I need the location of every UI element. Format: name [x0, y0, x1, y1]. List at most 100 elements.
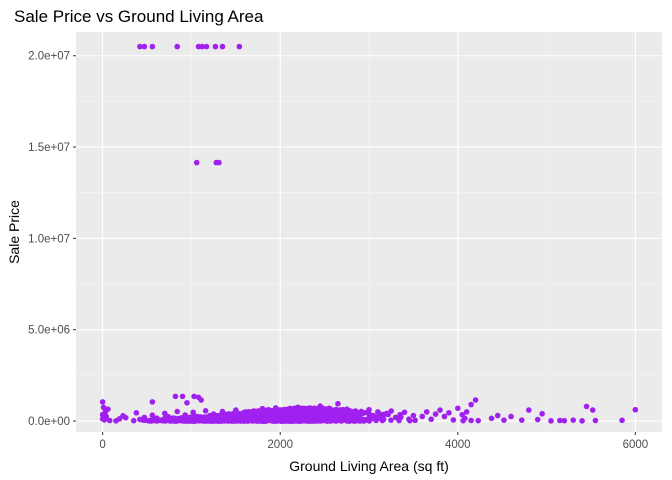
data-point: [137, 43, 143, 50]
x-tick-label: 6000: [623, 439, 649, 451]
data-point: [226, 411, 232, 417]
data-point: [230, 412, 237, 418]
data-point: [360, 418, 367, 424]
data-point: [207, 418, 214, 424]
data-point: [266, 408, 273, 414]
data-point: [212, 43, 219, 50]
data-point: [168, 415, 175, 422]
data-point: [193, 159, 200, 166]
data-point: [419, 413, 426, 420]
data-point: [174, 408, 181, 415]
data-point: [300, 407, 307, 414]
data-point: [172, 393, 179, 400]
y-tick-label: 2.0e+07: [28, 51, 70, 63]
data-point: [145, 417, 152, 424]
data-point: [592, 417, 599, 424]
data-point: [450, 417, 457, 423]
data-point: [269, 417, 276, 424]
data-point: [441, 413, 448, 420]
y-tick-label: 1.0e+07: [28, 233, 70, 245]
data-point: [163, 417, 169, 424]
x-axis-label: Ground Living Area (sq ft): [289, 458, 449, 474]
data-point: [106, 417, 113, 424]
major-gridlines: [76, 32, 662, 432]
data-points: [99, 43, 639, 424]
data-point: [463, 409, 470, 415]
data-point: [311, 410, 317, 417]
data-point: [508, 413, 514, 420]
y-tick-label: 0.0e+00: [28, 416, 70, 428]
data-point: [122, 414, 129, 421]
data-point: [589, 407, 596, 413]
data-point: [216, 159, 222, 166]
data-point: [154, 417, 160, 424]
data-point: [211, 415, 218, 422]
x-tick-label: 4000: [445, 439, 471, 451]
data-point: [323, 416, 329, 422]
data-point: [323, 410, 329, 416]
data-point: [174, 43, 181, 50]
data-point: [365, 409, 371, 415]
data-point: [468, 401, 474, 408]
data-point: [460, 417, 466, 424]
data-point: [186, 418, 192, 424]
data-point: [190, 417, 197, 424]
data-point: [388, 417, 394, 423]
data-point: [401, 409, 408, 416]
data-point: [342, 409, 348, 416]
data-point: [548, 418, 554, 424]
data-point: [175, 417, 182, 423]
data-point: [335, 400, 341, 407]
data-point: [203, 43, 210, 50]
data-point: [149, 43, 156, 50]
data-point: [245, 417, 251, 424]
data-point: [526, 407, 532, 413]
data-point: [229, 418, 236, 424]
data-point: [337, 415, 343, 422]
data-point: [239, 416, 246, 423]
data-point: [236, 43, 243, 50]
data-point: [468, 417, 474, 424]
data-point: [141, 43, 148, 50]
x-tick-label: 2000: [267, 439, 293, 451]
y-axis-ticks: 0.0e+00 5.0e+06 1.0e+07 1.5e+07 2.0e+07: [28, 51, 76, 428]
data-point: [130, 417, 137, 424]
data-point: [191, 393, 197, 400]
data-point: [251, 414, 258, 420]
data-point: [179, 393, 186, 400]
data-point: [570, 417, 577, 423]
data-point: [202, 408, 209, 414]
data-point: [369, 415, 375, 422]
data-point: [101, 417, 108, 423]
data-point: [379, 417, 386, 424]
data-point: [99, 399, 106, 405]
data-point: [197, 414, 204, 420]
data-point: [291, 418, 298, 424]
data-point: [199, 43, 205, 50]
data-point: [379, 412, 385, 419]
data-point: [437, 407, 443, 413]
data-point: [190, 409, 196, 416]
data-point: [410, 412, 417, 419]
data-point: [100, 404, 107, 411]
data-point: [518, 417, 525, 423]
minor-gridlines: [76, 32, 662, 432]
data-point: [583, 403, 590, 410]
data-point: [428, 416, 434, 423]
data-point: [307, 416, 314, 423]
data-point: [557, 417, 563, 424]
y-axis-label: Sale Price: [6, 200, 22, 264]
data-point: [300, 417, 307, 424]
data-point: [133, 410, 140, 416]
data-point: [350, 418, 357, 424]
data-point: [220, 411, 227, 418]
data-point: [198, 397, 204, 403]
data-point: [374, 415, 380, 421]
data-point: [220, 415, 227, 422]
data-point: [258, 408, 264, 415]
data-point: [494, 412, 501, 419]
data-point: [632, 406, 639, 413]
data-point: [385, 411, 391, 418]
y-tick-label: 5.0e+06: [28, 325, 70, 337]
